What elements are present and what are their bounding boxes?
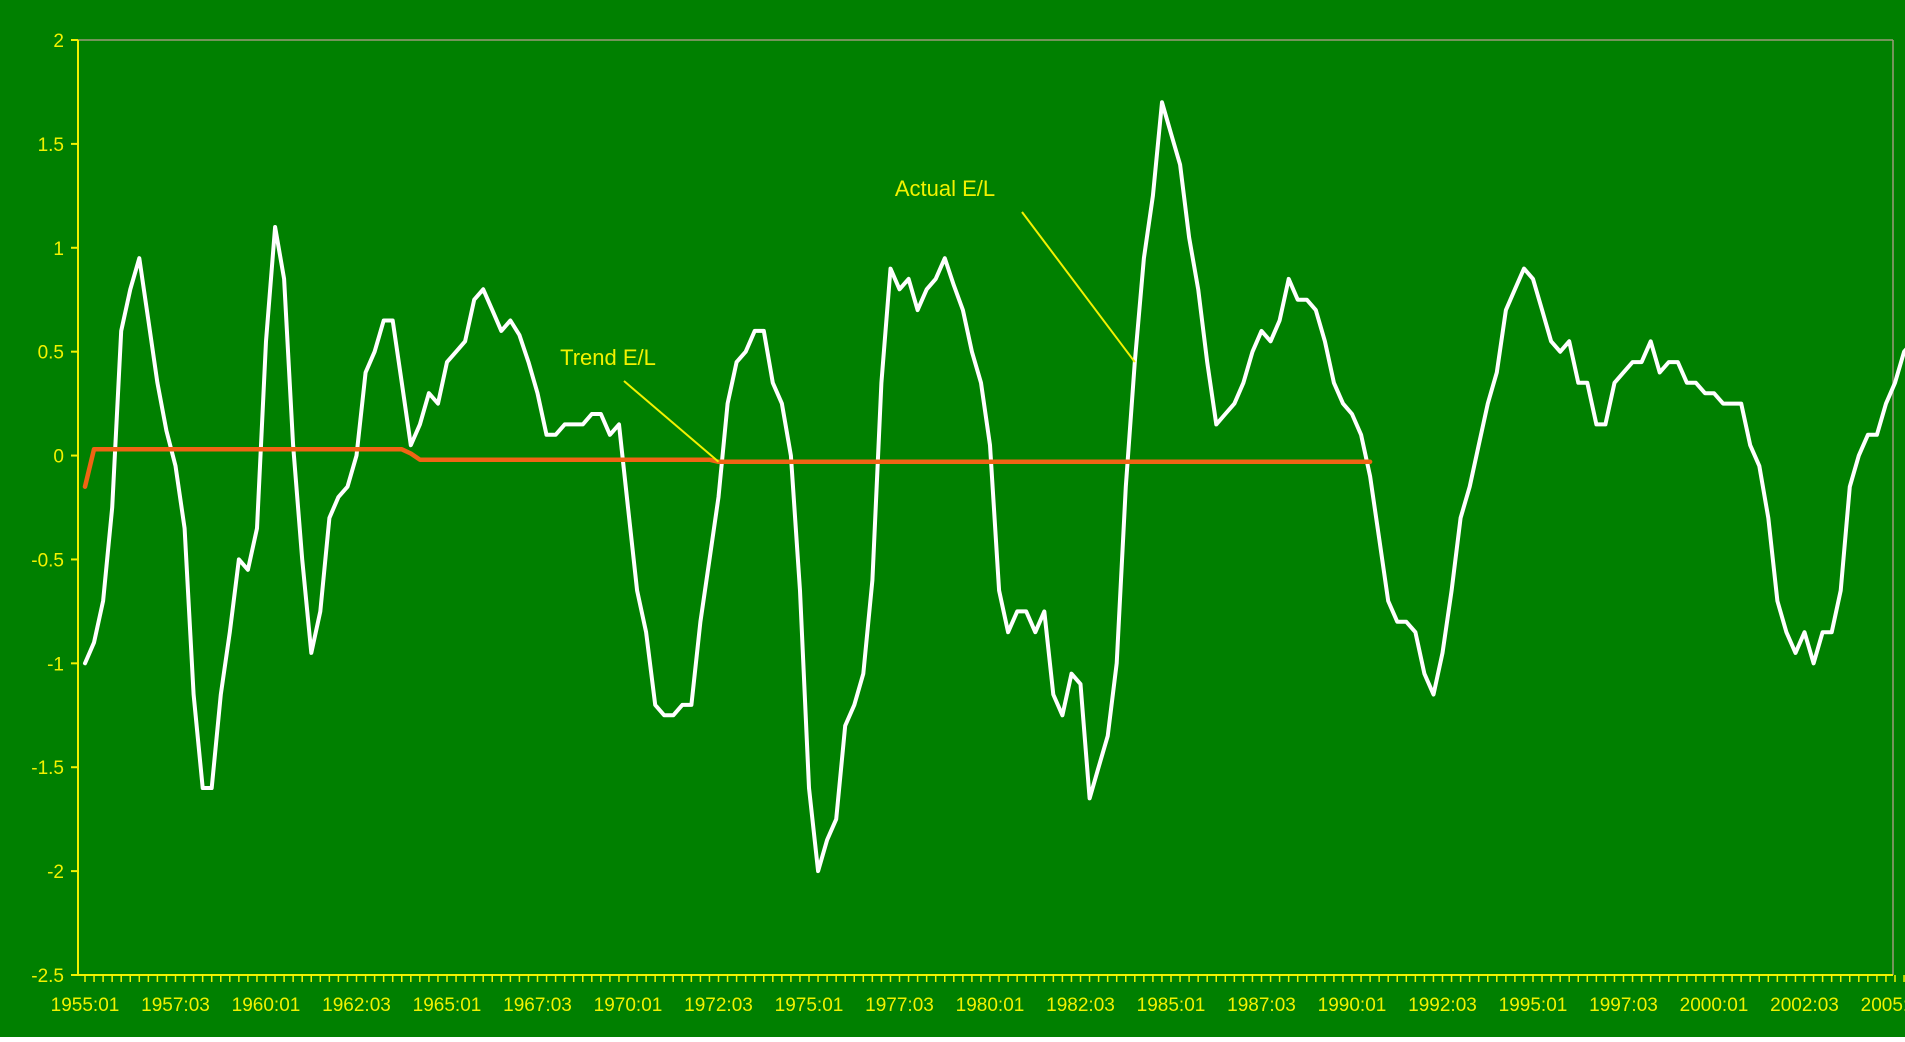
y-tick-label: 0.5 bbox=[38, 343, 64, 364]
y-tick-label: 1 bbox=[53, 239, 64, 260]
x-tick-label: 1980:01 bbox=[956, 995, 1025, 1016]
y-tick-label: -0.5 bbox=[31, 550, 64, 571]
trend-annotation-label: Trend E/L bbox=[560, 345, 656, 370]
x-tick-label: 1975:01 bbox=[775, 995, 844, 1016]
x-tick-label: 1990:01 bbox=[1318, 995, 1387, 1016]
trend-annotation-leader bbox=[623, 380, 720, 463]
y-tick-label: 1.5 bbox=[38, 135, 64, 156]
trend-el-series-line bbox=[82, 447, 1373, 489]
series-layer bbox=[82, 100, 1905, 874]
x-tick-label: 1987:03 bbox=[1227, 995, 1296, 1016]
x-tick-label: 1982:03 bbox=[1046, 995, 1115, 1016]
x-tick-label: 1960:01 bbox=[232, 995, 301, 1016]
y-tick-label: 2 bbox=[53, 31, 64, 52]
x-tick-label: 1970:01 bbox=[594, 995, 663, 1016]
y-tick-label: -2.5 bbox=[31, 966, 64, 987]
y-tick-label: -1.5 bbox=[31, 758, 64, 779]
x-tick-label: 1962:03 bbox=[322, 995, 391, 1016]
annotation-layer: Actual E/L Trend E/L bbox=[560, 176, 1136, 463]
actual-annotation-leader bbox=[1021, 211, 1136, 363]
y-tick-label: -2 bbox=[47, 862, 64, 883]
x-tick-label: 1992:03 bbox=[1408, 995, 1477, 1016]
x-tick-label: 1967:03 bbox=[503, 995, 572, 1016]
y-axis: 2 1.5 1 0.5 0 -0.5 -1 -1.5 -2 -2.5 bbox=[31, 31, 79, 987]
x-tick-label: 1977:03 bbox=[865, 995, 934, 1016]
x-tick-label: 1957:03 bbox=[141, 995, 210, 1016]
x-axis: 1955:01 1957:03 1960:01 1962:03 1965:01 1967:… bbox=[51, 974, 1905, 1016]
x-tick-label: 2000:01 bbox=[1680, 995, 1749, 1016]
actual-el-series-line bbox=[83, 100, 1905, 874]
y-tick-label: 0 bbox=[53, 447, 64, 468]
x-tick-label: 1997:03 bbox=[1589, 995, 1658, 1016]
x-tick-label: 1972:03 bbox=[684, 995, 753, 1016]
x-tick-label: 2005:01 bbox=[1861, 995, 1905, 1016]
x-tick-label: 2002:03 bbox=[1770, 995, 1839, 1016]
y-tick-label: -1 bbox=[47, 654, 64, 675]
x-tick-label: 1955:01 bbox=[51, 995, 120, 1016]
x-tick-label: 1985:01 bbox=[1137, 995, 1206, 1016]
actual-annotation-label: Actual E/L bbox=[895, 176, 995, 201]
x-tick-label: 1995:01 bbox=[1499, 995, 1568, 1016]
x-tick-label: 1965:01 bbox=[413, 995, 482, 1016]
